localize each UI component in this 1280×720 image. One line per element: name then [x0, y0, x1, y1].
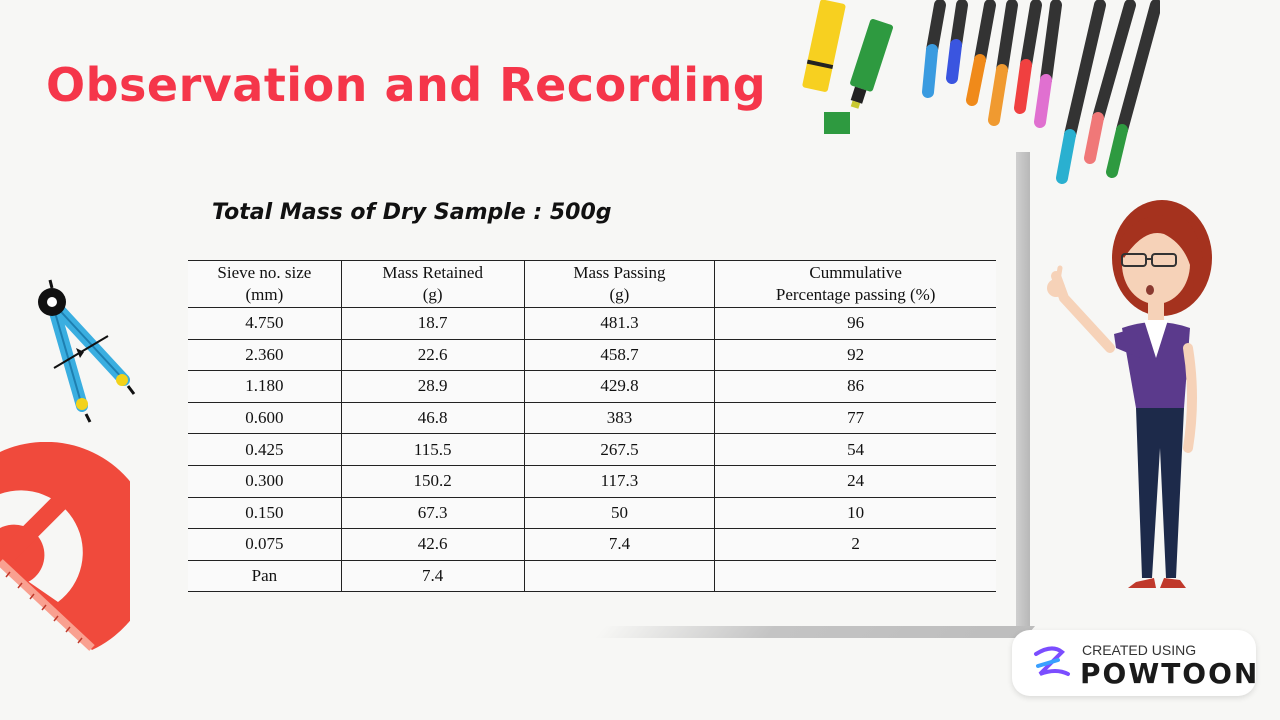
presenter-character [1047, 200, 1212, 588]
table-cell: 481.3 [523, 307, 716, 340]
table-cell: 0.425 [188, 433, 342, 466]
table-cell: 24 [714, 465, 996, 498]
table-cell: 458.7 [523, 339, 716, 371]
panel-shadow [1016, 152, 1030, 630]
panel-shadow-bottom [594, 626, 1036, 638]
powtoon-logo-icon [1034, 646, 1070, 676]
powtoon-badge[interactable]: CREATED USING POWTOON [1012, 630, 1260, 696]
table-cell: 42.6 [340, 528, 525, 561]
page-title: Observation and Recording [46, 58, 767, 112]
table-cell: 50 [523, 497, 716, 529]
header-cumulative-percentage: Cummulative Percentage passing (%) [714, 260, 996, 308]
table-cell: 18.7 [340, 307, 525, 340]
table-cell: 86 [714, 370, 996, 403]
table-cell: 96 [714, 307, 996, 340]
table-row: 0.425 115.5 267.5 54 [188, 433, 996, 466]
table-row: Pan 7.4 [188, 560, 996, 592]
table-cell: 0.300 [188, 465, 342, 498]
sample-mass-label: Total Mass of Dry Sample : 500g [212, 200, 612, 225]
table-row: 0.075 42.6 7.4 2 [188, 528, 996, 561]
table-cell: 10 [714, 497, 996, 529]
table-cell: Pan [188, 560, 342, 592]
table-cell: 150.2 [340, 465, 525, 498]
table-cell: 117.3 [523, 465, 716, 498]
table-cell: 22.6 [340, 339, 525, 371]
table-row: 0.600 46.8 383 77 [188, 402, 996, 434]
protractor-icon [0, 442, 130, 651]
table-cell: 1.180 [188, 370, 342, 403]
header-mass-retained: Mass Retained (g) [340, 260, 525, 308]
table-cell: 67.3 [340, 497, 525, 529]
header-mass-passing: Mass Passing (g) [523, 260, 716, 308]
table-cell: 0.150 [188, 497, 342, 529]
table-row: 0.150 67.3 50 10 [188, 497, 996, 529]
table-cell: 383 [523, 402, 716, 434]
sieve-analysis-table: Sieve no. size (mm) Mass Retained (g) Mass… [188, 260, 996, 593]
table-cell: 0.075 [188, 528, 342, 561]
table-cell: 54 [714, 433, 996, 466]
table-cell [714, 560, 996, 592]
badge-brand: POWTOON [1080, 657, 1260, 690]
table-cell: 4.750 [188, 307, 342, 340]
table-cell: 46.8 [340, 402, 525, 434]
table-row: 0.300 150.2 117.3 24 [188, 465, 996, 498]
table-cell: 2.360 [188, 339, 342, 371]
table-cell: 92 [714, 339, 996, 371]
table-cell: 2 [714, 528, 996, 561]
table-cell: 7.4 [523, 528, 716, 561]
header-sieve-size: Sieve no. size (mm) [188, 260, 342, 308]
table-row: 4.750 18.7 481.3 96 [188, 307, 996, 340]
table-cell: 7.4 [340, 560, 525, 592]
table-row: 2.360 22.6 458.7 92 [188, 339, 996, 371]
badge-caption: CREATED USING [1082, 642, 1197, 658]
table-header-row: Sieve no. size (mm) Mass Retained (g) Mass… [188, 260, 996, 308]
table-cell: 115.5 [340, 433, 525, 466]
table-row: 1.180 28.9 429.8 86 [188, 370, 996, 403]
compass-icon [38, 279, 136, 423]
table-cell: 0.600 [188, 402, 342, 434]
table-cell: 77 [714, 402, 996, 434]
table-cell: 267.5 [523, 433, 716, 466]
markers-illustration [802, 0, 1160, 184]
table-cell: 28.9 [340, 370, 525, 403]
table-cell [523, 560, 716, 592]
table-cell: 429.8 [523, 370, 716, 403]
